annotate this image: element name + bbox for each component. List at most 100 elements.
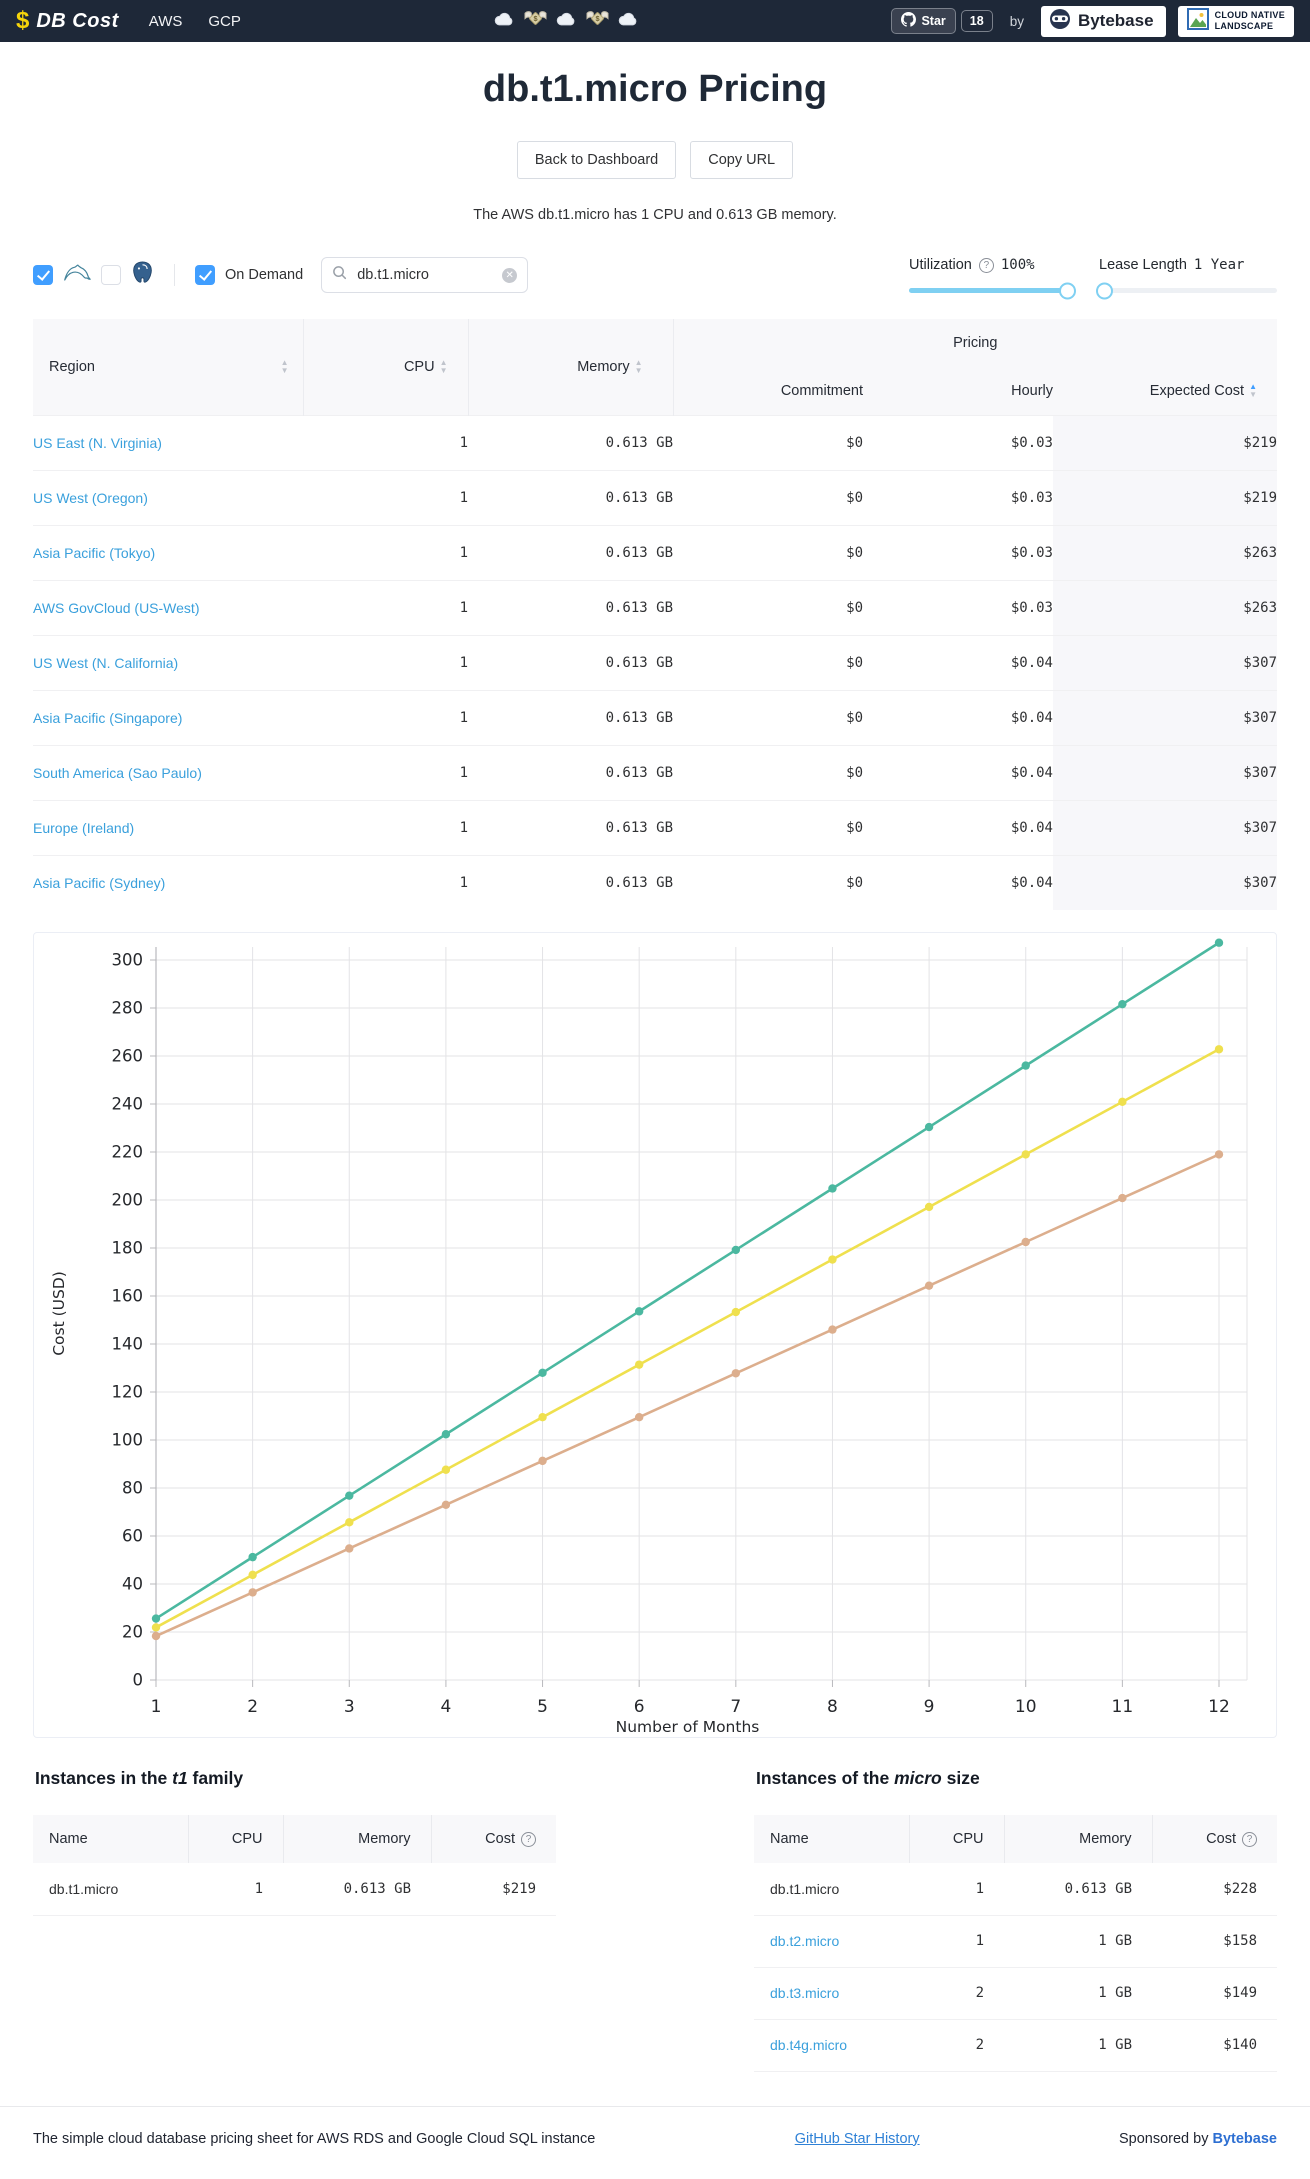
by-label: by: [1009, 13, 1024, 29]
size-instances-panel: Instances of the micro size Name CPU Mem…: [754, 1768, 1277, 2072]
pricing-row: US West (Oregon) 1 0.613 GB $0 $0.03 $219: [33, 469, 1278, 525]
svg-text:20: 20: [122, 1623, 143, 1642]
postgres-checkbox[interactable]: [101, 265, 121, 285]
lease-length-label: Lease Length: [1099, 257, 1187, 273]
expected-cost-column-header[interactable]: Expected Cost ▲ ▼: [1053, 367, 1278, 415]
region-cell: US West (N. California): [33, 634, 303, 690]
filter-divider: [174, 264, 175, 286]
related-instances-section: Instances in the t1 family Name CPU Memo…: [33, 1768, 1277, 2072]
utilization-slider-handle[interactable]: [1059, 282, 1076, 299]
clear-search-icon[interactable]: ✕: [502, 267, 518, 283]
sort-icon[interactable]: ▲ ▼: [634, 357, 643, 375]
instance-row: db.t2.micro 1 1 GB $158: [754, 1915, 1277, 1968]
commitment-cell: $0: [673, 524, 863, 580]
instance-row: db.t1.micro 1 0.613 GB $228: [754, 1863, 1277, 1916]
svg-text:160: 160: [112, 1287, 144, 1306]
region-link[interactable]: Asia Pacific (Sydney): [33, 874, 166, 891]
on-demand-checkbox[interactable]: [195, 265, 215, 285]
svg-text:4: 4: [440, 1697, 451, 1717]
instance-link[interactable]: db.t2.micro: [770, 1933, 840, 1949]
instance-cost-cell: $219: [431, 1863, 556, 1916]
instance-memory-cell: 0.613 GB: [1004, 1863, 1152, 1916]
lease-length-slider-handle[interactable]: [1096, 282, 1113, 299]
expected-cost-cell: $307: [1053, 744, 1278, 800]
pricing-table: Region ▲ ▼ CPU ▲ ▼ Memory ▲ ▼ Pricing Commitme…: [33, 319, 1278, 910]
cpu-cell: 1: [303, 799, 468, 855]
bytebase-logo[interactable]: Bytebase: [1040, 5, 1166, 37]
region-link[interactable]: US West (N. California): [33, 654, 179, 671]
cost-help-icon[interactable]: ?: [521, 1831, 536, 1847]
instance-cpu-cell: 2: [909, 2019, 1004, 2072]
nav-link-gcp[interactable]: GCP: [208, 12, 241, 30]
svg-text:300: 300: [112, 951, 144, 970]
svg-text:2: 2: [247, 1697, 258, 1717]
lease-length-slider[interactable]: [1096, 282, 1277, 299]
hourly-cell: $0.03: [863, 414, 1053, 470]
instance-memory-cell: 1 GB: [1004, 2019, 1152, 2072]
memory-cell: 0.613 GB: [468, 414, 673, 470]
bytebase-sponsor-link[interactable]: Bytebase: [1212, 2130, 1277, 2147]
sort-icon[interactable]: ▲ ▼: [280, 357, 289, 375]
utilization-value: 100%: [1000, 257, 1035, 273]
cloud-native-landscape-badge[interactable]: CLOUD NATIVE LANDSCAPE: [1177, 5, 1294, 37]
utilization-slider[interactable]: [909, 282, 1076, 299]
footer: The simple cloud database pricing sheet …: [0, 2105, 1310, 2179]
region-link[interactable]: Asia Pacific (Singapore): [33, 709, 183, 726]
instance-name-cell: db.t3.micro: [754, 1967, 909, 2020]
region-link[interactable]: AWS GovCloud (US-West): [33, 599, 200, 616]
copy-url-button[interactable]: Copy URL: [690, 141, 794, 179]
instance-cpu-cell: 1: [909, 1915, 1004, 1968]
back-to-dashboard-button[interactable]: Back to Dashboard: [516, 141, 677, 179]
cost-chart: 0 20 40 60 80 100 120 140 160 180 200 220 240 260 280 3…: [50, 938, 1248, 1735]
pricing-group-header: Pricing: [673, 319, 1278, 367]
instance-link[interactable]: db.t3.micro: [770, 1985, 840, 2001]
db-cost-logo[interactable]: $ DB Cost: [16, 7, 119, 35]
region-cell: Asia Pacific (Tokyo): [33, 524, 303, 580]
svg-text:80: 80: [122, 1479, 143, 1498]
memory-column-header[interactable]: Memory ▲ ▼: [468, 319, 674, 415]
cloud-icon: [494, 11, 515, 31]
github-star-history-link[interactable]: GitHub Star History: [794, 2130, 920, 2147]
region-link[interactable]: Europe (Ireland): [33, 819, 135, 836]
svg-text:100: 100: [112, 1431, 144, 1450]
cpu-column-header[interactable]: CPU ▲ ▼: [303, 319, 469, 415]
landscape-label: CLOUD NATIVE LANDSCAPE: [1214, 10, 1285, 31]
sort-icon[interactable]: ▲ ▼: [439, 357, 448, 375]
instance-memory-cell: 1 GB: [1004, 1967, 1152, 2020]
expected-cost-cell: $307: [1053, 689, 1278, 745]
instance-link[interactable]: db.t4g.micro: [770, 2037, 848, 2053]
sort-icon-active[interactable]: ▲ ▼: [1249, 381, 1258, 399]
github-star-button[interactable]: Star: [891, 8, 956, 34]
instance-name-cell: db.t4g.micro: [754, 2019, 909, 2072]
utilization-help-icon[interactable]: ?: [978, 257, 994, 273]
cost-help-icon[interactable]: ?: [1242, 1831, 1257, 1847]
github-star-count[interactable]: 18: [960, 10, 993, 32]
navbar: $ DB Cost AWS GCP $ $ Star 18 by Bytebas…: [0, 0, 1310, 42]
region-link[interactable]: US West (Oregon): [33, 489, 148, 506]
svg-text:10: 10: [1015, 1697, 1037, 1717]
nav-link-aws[interactable]: AWS: [148, 12, 183, 30]
engine-filters: On Demand: [33, 261, 303, 289]
svg-text:280: 280: [112, 999, 144, 1018]
search-input[interactable]: [355, 266, 495, 284]
svg-text:3: 3: [344, 1697, 355, 1717]
commitment-cell: $0: [673, 634, 863, 690]
instance-cost-cell: $158: [1152, 1915, 1277, 1968]
search-box: ✕: [321, 257, 529, 293]
memory-cell: 0.613 GB: [468, 634, 673, 690]
cpu-column-header: CPU: [188, 1815, 284, 1863]
region-link[interactable]: Asia Pacific (Tokyo): [33, 544, 156, 561]
bytebase-mark-icon: [1049, 8, 1071, 35]
region-column-header[interactable]: Region ▲ ▼: [33, 319, 304, 415]
svg-text:60: 60: [122, 1527, 143, 1546]
mysql-checkbox[interactable]: [33, 265, 53, 285]
expected-cost-cell: $219: [1053, 469, 1278, 525]
instance-description: The AWS db.t1.micro has 1 CPU and 0.613 …: [473, 207, 837, 223]
svg-text:$: $: [533, 14, 537, 23]
region-link[interactable]: South America (Sao Paulo): [33, 764, 202, 781]
region-link[interactable]: US East (N. Virginia): [33, 434, 162, 451]
cpu-cell: 1: [303, 689, 468, 745]
cpu-cell: 1: [303, 469, 468, 525]
expected-cost-cell: $307: [1053, 854, 1278, 910]
name-column-header: Name: [754, 1815, 910, 1863]
